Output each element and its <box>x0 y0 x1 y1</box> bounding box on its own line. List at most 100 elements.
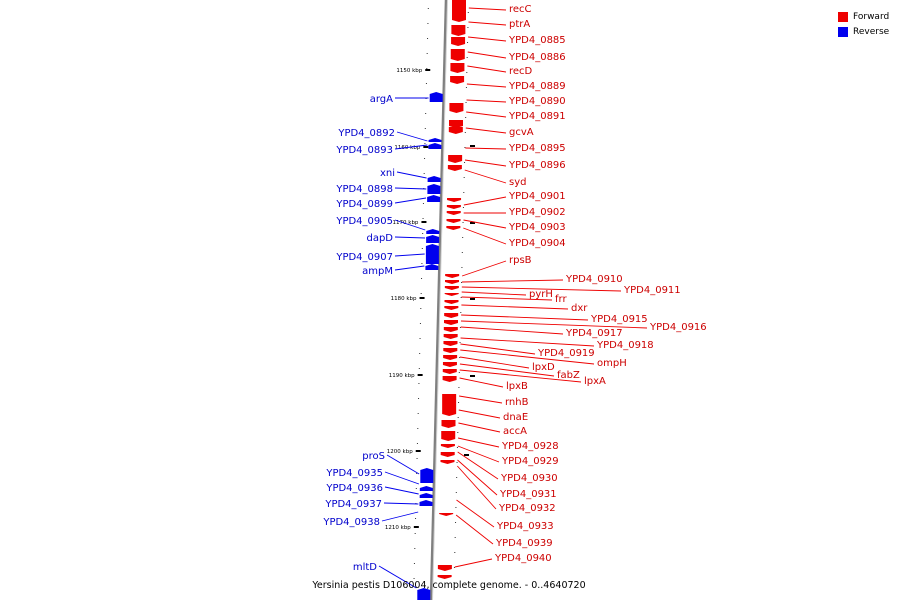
gene-label-ypd4-0899: YPD4_0899 <box>335 199 393 210</box>
minor-tick <box>455 522 457 523</box>
position-marker <box>470 222 475 224</box>
minor-tick <box>415 488 417 489</box>
forward-gene <box>444 306 459 310</box>
backbone-shadow <box>432 0 448 600</box>
forward-leader-line <box>461 304 569 310</box>
forward-leader-line <box>455 514 494 545</box>
forward-leader-line <box>463 219 507 229</box>
minor-tick <box>456 462 458 463</box>
forward-gene <box>445 280 459 284</box>
gene-label-lpxb: lpxB <box>506 381 528 392</box>
forward-gene <box>447 165 462 171</box>
forward-gene <box>443 341 458 346</box>
gene-label-ypd4-0891: YPD4_0891 <box>508 111 566 122</box>
forward-leader-line <box>461 286 622 292</box>
minor-tick <box>419 338 421 339</box>
gene-label-ypd4-0911: YPD4_0911 <box>623 285 681 296</box>
gene-label-ypd4-0890: YPD4_0890 <box>508 96 566 107</box>
forward-leader-line <box>459 363 555 377</box>
reverse-leader-line <box>381 511 419 522</box>
gene-label-frr: frr <box>555 294 567 305</box>
minor-tick <box>454 552 456 553</box>
minor-tick <box>460 312 462 313</box>
minor-tick <box>459 357 461 358</box>
gene-label-ypd4-0935: YPD4_0935 <box>325 468 383 479</box>
minor-tick <box>427 23 429 24</box>
position-marker <box>470 375 475 377</box>
gene-label-ypd4-0929: YPD4_0929 <box>501 456 559 467</box>
forward-gene <box>437 575 452 579</box>
genome-caption: Yersinia pestis D106004, complete genome… <box>311 580 585 591</box>
forward-gene <box>450 49 465 61</box>
forward-gene <box>443 334 458 339</box>
minor-tick <box>465 117 467 118</box>
minor-tick <box>425 113 427 114</box>
forward-gene <box>445 274 460 278</box>
forward-gene <box>440 460 455 464</box>
reverse-gene <box>419 493 433 498</box>
forward-leader-line <box>466 111 507 118</box>
forward-leader-line <box>460 343 536 355</box>
forward-gene <box>446 226 461 230</box>
tick-label: 1180 kbp <box>391 296 417 302</box>
forward-leader-line <box>461 279 564 283</box>
minor-tick <box>422 218 424 219</box>
forward-gene <box>446 211 461 215</box>
forward-gene <box>441 431 456 441</box>
minor-tick <box>425 83 427 84</box>
forward-leader-line <box>466 83 507 88</box>
forward-leader-line <box>461 296 553 301</box>
reverse-gene <box>429 92 443 102</box>
forward-leader-line <box>459 377 504 388</box>
reverse-leader-line <box>386 454 420 475</box>
forward-gene <box>439 513 454 516</box>
scale-ticks: 1150 kbp 1160 kbp 1170 kbp 1180 kbp 1190 kbp… <box>385 8 475 583</box>
forward-leader-line <box>457 437 500 448</box>
forward-gene <box>444 300 459 304</box>
forward-gene <box>450 63 465 73</box>
reverse-gene <box>427 195 441 202</box>
gene-label-ypd4-0885: YPD4_0885 <box>508 35 566 46</box>
forward-leader-line <box>454 558 493 568</box>
gene-label-ypd4-0917: YPD4_0917 <box>565 328 623 339</box>
gene-label-ptra: ptrA <box>509 19 530 30</box>
minor-tick <box>417 428 419 429</box>
forward-swatch <box>838 11 848 22</box>
forward-gene <box>451 25 466 36</box>
reverse-leader-line <box>396 131 428 142</box>
minor-tick <box>420 308 422 309</box>
tick-mark <box>419 297 425 299</box>
minor-tick <box>461 282 463 283</box>
minor-tick <box>457 432 459 433</box>
forward-leader-line <box>460 349 595 365</box>
reverse-gene <box>428 143 442 149</box>
minor-tick <box>467 12 469 13</box>
minor-tick <box>423 173 425 174</box>
gene-label-omph: ompH <box>597 358 627 369</box>
gene-label-recd: recD <box>509 66 533 77</box>
gene-label-ypd4-0928: YPD4_0928 <box>501 441 559 452</box>
reverse-gene <box>425 244 439 264</box>
forward-gene <box>437 565 452 571</box>
gene-label-ypd4-0895: YPD4_0895 <box>508 143 566 154</box>
forward-leader-line <box>468 7 507 11</box>
gene-label-rpsb: rpsB <box>509 255 532 266</box>
reverse-leader-line <box>394 236 426 239</box>
gene-label-syd: syd <box>509 177 526 188</box>
minor-tick <box>467 27 469 28</box>
forward-gene <box>444 293 459 296</box>
reverse-leader-line <box>394 265 425 271</box>
gene-label-acca: accA <box>503 426 527 437</box>
forward-leader-line <box>463 196 507 206</box>
minor-tick <box>465 87 467 88</box>
forward-gene <box>443 355 458 360</box>
reverse-gene <box>420 468 434 483</box>
tick-mark <box>415 450 421 452</box>
forward-leader-line <box>466 99 507 103</box>
forward-label: Forward <box>853 11 890 22</box>
gene-label-ypd4-0902: YPD4_0902 <box>508 207 566 218</box>
gene-label-ypd4-0896: YPD4_0896 <box>508 160 566 171</box>
forward-gene <box>444 320 458 325</box>
reverse-gene <box>419 486 433 491</box>
minor-tick <box>466 57 468 58</box>
